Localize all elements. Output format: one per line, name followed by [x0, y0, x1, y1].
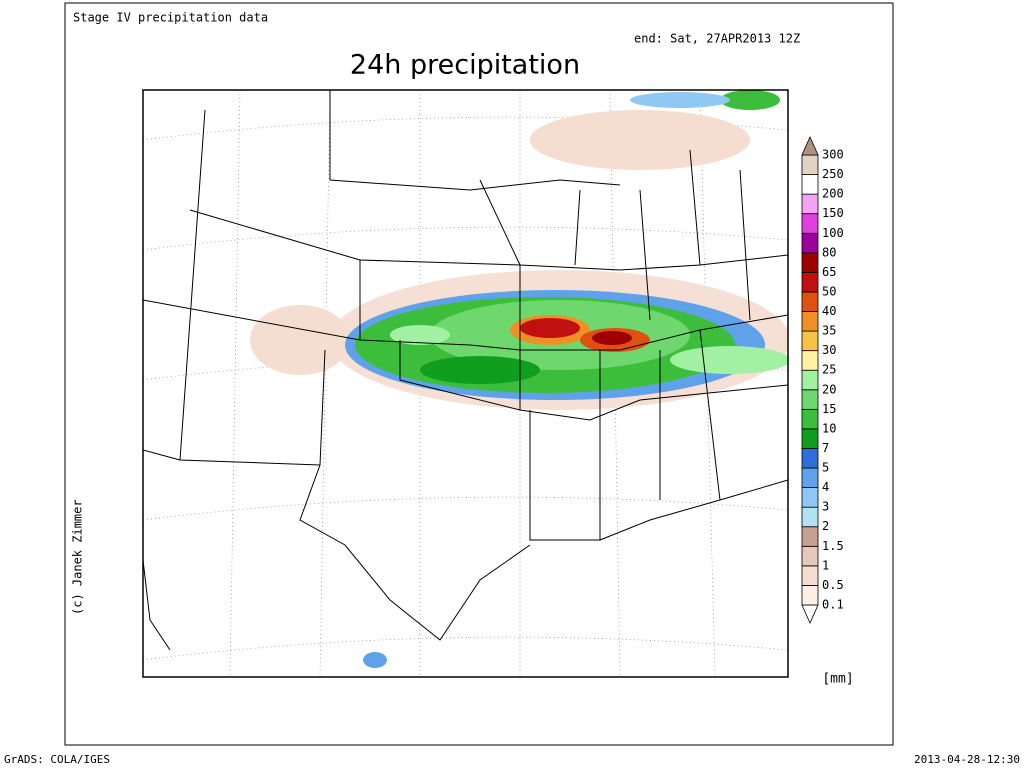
colorbar-label: 5 — [822, 461, 829, 475]
colorbar-label: 300 — [822, 148, 844, 162]
colorbar-label: 150 — [822, 206, 844, 220]
software: GrADS: COLA/IGES — [4, 753, 110, 766]
colorbar-over — [801, 136, 819, 156]
colorbar-segment — [801, 232, 819, 254]
colorbar-label: 1 — [822, 558, 829, 572]
colorbar-segment — [801, 565, 819, 586]
colorbar-segment — [801, 389, 819, 410]
colorbar-segment — [801, 506, 819, 528]
colorbar-segment — [801, 585, 819, 606]
colorbar-label: 80 — [822, 245, 836, 259]
colorbar-segment — [801, 291, 819, 312]
colorbar-segment — [801, 448, 819, 469]
colorbar-label: 1.5 — [822, 539, 844, 553]
colorbar-segment — [801, 330, 819, 352]
colorbar-label: 7 — [822, 441, 829, 455]
colorbar-label: 25 — [822, 363, 836, 377]
colorbar-label: 3 — [822, 500, 829, 514]
valid-time: end: Sat, 27APR2013 12Z — [634, 32, 800, 46]
colorbar-label: 100 — [822, 226, 844, 240]
colorbar-segment — [801, 174, 819, 195]
colorbar-label: 200 — [822, 187, 844, 201]
colorbar-segment — [801, 408, 819, 430]
colorbar-segment — [801, 467, 819, 489]
colorbar-segment — [801, 271, 819, 293]
colorbar-segment — [801, 526, 819, 547]
colorbar-label: 10 — [822, 421, 836, 435]
colorbar-label: 250 — [822, 167, 844, 181]
title: 24h precipitation — [350, 50, 580, 81]
timestamp: 2013-04-28-12:30 — [914, 753, 1020, 766]
colorbar-segment — [801, 369, 819, 391]
colorbar-segment — [801, 193, 819, 215]
colorbar-label: 65 — [822, 265, 836, 279]
colorbar-label: 40 — [822, 304, 836, 318]
colorbar-label: 0.1 — [822, 598, 844, 612]
colorbar-segment — [801, 252, 819, 273]
colorbar-segment — [801, 545, 819, 567]
colorbar-segment — [801, 213, 819, 234]
credit: (c) Janek Zimmer — [71, 499, 85, 615]
colorbar-label: 2 — [822, 519, 829, 533]
boundaries — [143, 90, 788, 651]
colorbar-label: 15 — [822, 402, 836, 416]
colorbar-label: 0.5 — [822, 578, 844, 592]
colorbar-label: 30 — [822, 343, 836, 357]
map — [142, 89, 789, 678]
colorbar-segment — [801, 154, 819, 175]
colorbar-segment — [801, 311, 819, 332]
colorbar: 0.1 0.5 1 1.5 2 3 4 5 7 10 15 20 25 30 35 40 50 65 80 100 15… — [801, 136, 844, 624]
colorbar-label: 20 — [822, 382, 836, 396]
colorbar-segment — [801, 428, 819, 449]
colorbar-segment — [801, 350, 819, 371]
colorbar-label: 35 — [822, 324, 836, 338]
colorbar-label: 50 — [822, 284, 836, 298]
unit: [mm] — [822, 672, 853, 687]
source: Stage IV precipitation data — [73, 11, 268, 25]
map-frame — [142, 89, 789, 678]
colorbar-label: 4 — [822, 480, 829, 494]
colorbar-segment — [801, 487, 819, 508]
